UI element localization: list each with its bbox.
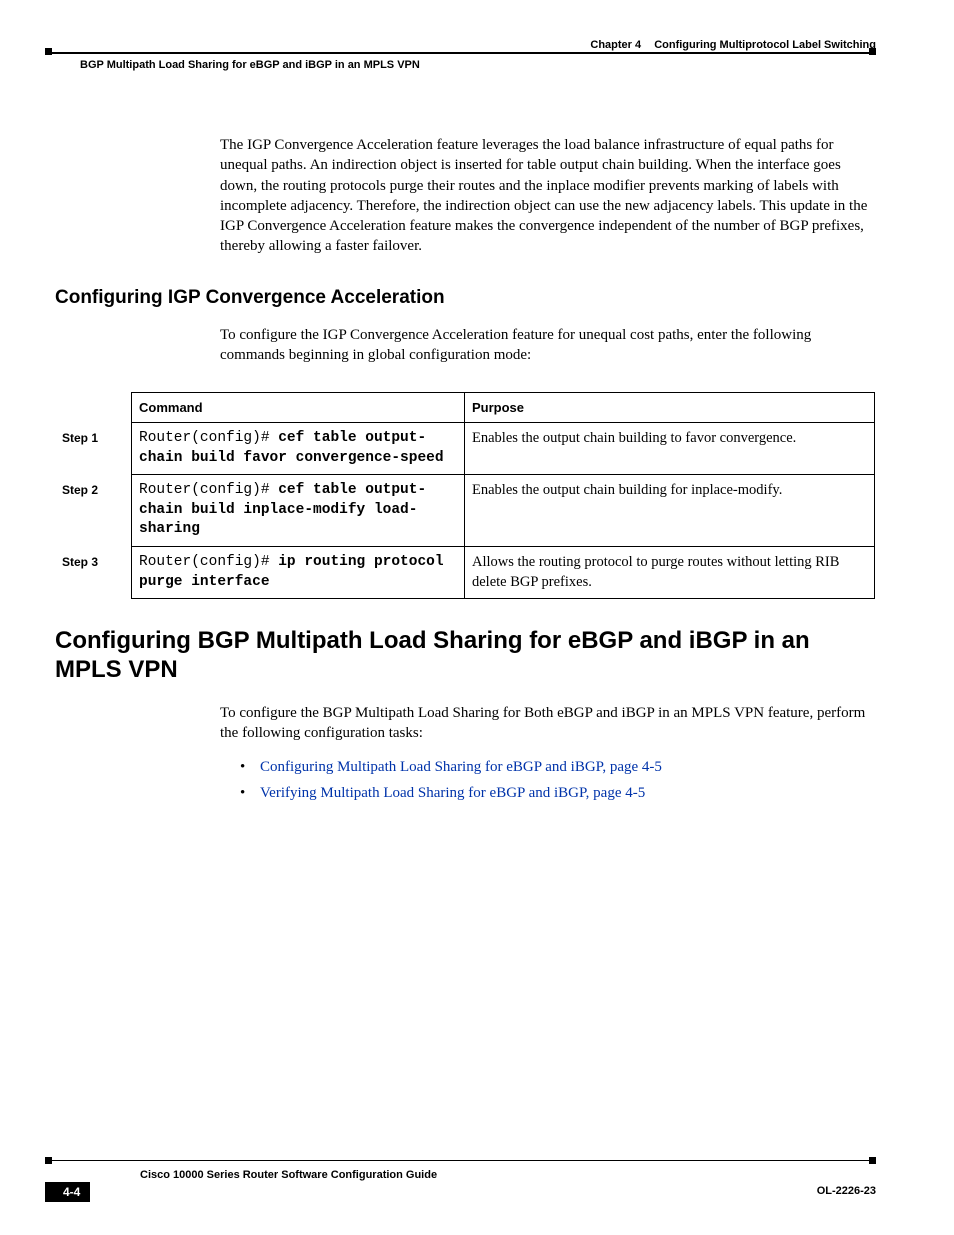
h1-intro-paragraph: To configure the BGP Multipath Load Shar…: [220, 703, 876, 744]
step-label: Step 3: [55, 547, 132, 599]
cli-prompt: Router(config)#: [139, 430, 278, 446]
header-rule-right-marker: [869, 48, 876, 55]
header-rule: [45, 52, 876, 54]
table-header-step: [55, 392, 132, 423]
link-configuring-multipath[interactable]: Configuring Multipath Load Sharing for e…: [260, 759, 662, 775]
command-cell: Router(config)# cef table output-chain b…: [132, 423, 465, 475]
cli-prompt: Router(config)#: [139, 554, 278, 570]
table-header-purpose: Purpose: [465, 392, 875, 423]
command-cell: Router(config)# ip routing protocol purg…: [132, 547, 465, 599]
h1-configuring-bgp-multipath: Configuring BGP Multipath Load Sharing f…: [55, 627, 876, 685]
h2-configuring-igp: Configuring IGP Convergence Acceleration: [55, 285, 876, 311]
body: The IGP Convergence Acceleration feature…: [55, 120, 876, 810]
footer-rule: [45, 1160, 876, 1161]
footer-book-title: Cisco 10000 Series Router Software Confi…: [140, 1168, 437, 1183]
command-steps-table: Command Purpose Step 1 Router(config)# c…: [55, 392, 875, 599]
purpose-cell: Enables the output chain building to fav…: [465, 423, 875, 475]
footer-rule-left-marker: [45, 1157, 52, 1164]
step-label: Step 1: [55, 423, 132, 475]
running-header-left: BGP Multipath Load Sharing for eBGP and …: [80, 58, 420, 73]
table-row: Step 1 Router(config)# cef table output-…: [55, 423, 875, 475]
page: Chapter 4 Configuring Multiprotocol Labe…: [0, 0, 954, 1235]
chapter-title: Configuring Multiprotocol Label Switchin…: [654, 39, 876, 51]
link-bullets: Configuring Multipath Load Sharing for e…: [240, 757, 876, 804]
list-item: Verifying Multipath Load Sharing for eBG…: [240, 783, 876, 803]
list-item: Configuring Multipath Load Sharing for e…: [240, 757, 876, 777]
table-header-row: Command Purpose: [55, 392, 875, 423]
table-row: Step 2 Router(config)# cef table output-…: [55, 475, 875, 547]
intro-paragraph: The IGP Convergence Acceleration feature…: [220, 135, 876, 257]
h2-intro-paragraph: To configure the IGP Convergence Acceler…: [220, 325, 876, 366]
footer-rule-right-marker: [869, 1157, 876, 1164]
page-number-badge: 4-4: [45, 1182, 90, 1202]
purpose-cell: Allows the routing protocol to purge rou…: [465, 547, 875, 599]
table-header-command: Command: [132, 392, 465, 423]
doc-number: OL-2226-23: [817, 1184, 876, 1199]
cli-prompt: Router(config)#: [139, 482, 278, 498]
step-label: Step 2: [55, 475, 132, 547]
header-rule-left-marker: [45, 48, 52, 55]
running-header-right: Chapter 4 Configuring Multiprotocol Labe…: [590, 38, 876, 53]
purpose-cell: Enables the output chain building for in…: [465, 475, 875, 547]
command-cell: Router(config)# cef table output-chain b…: [132, 475, 465, 547]
table-row: Step 3 Router(config)# ip routing protoc…: [55, 547, 875, 599]
chapter-label: Chapter 4: [590, 39, 641, 51]
link-verifying-multipath[interactable]: Verifying Multipath Load Sharing for eBG…: [260, 785, 645, 801]
